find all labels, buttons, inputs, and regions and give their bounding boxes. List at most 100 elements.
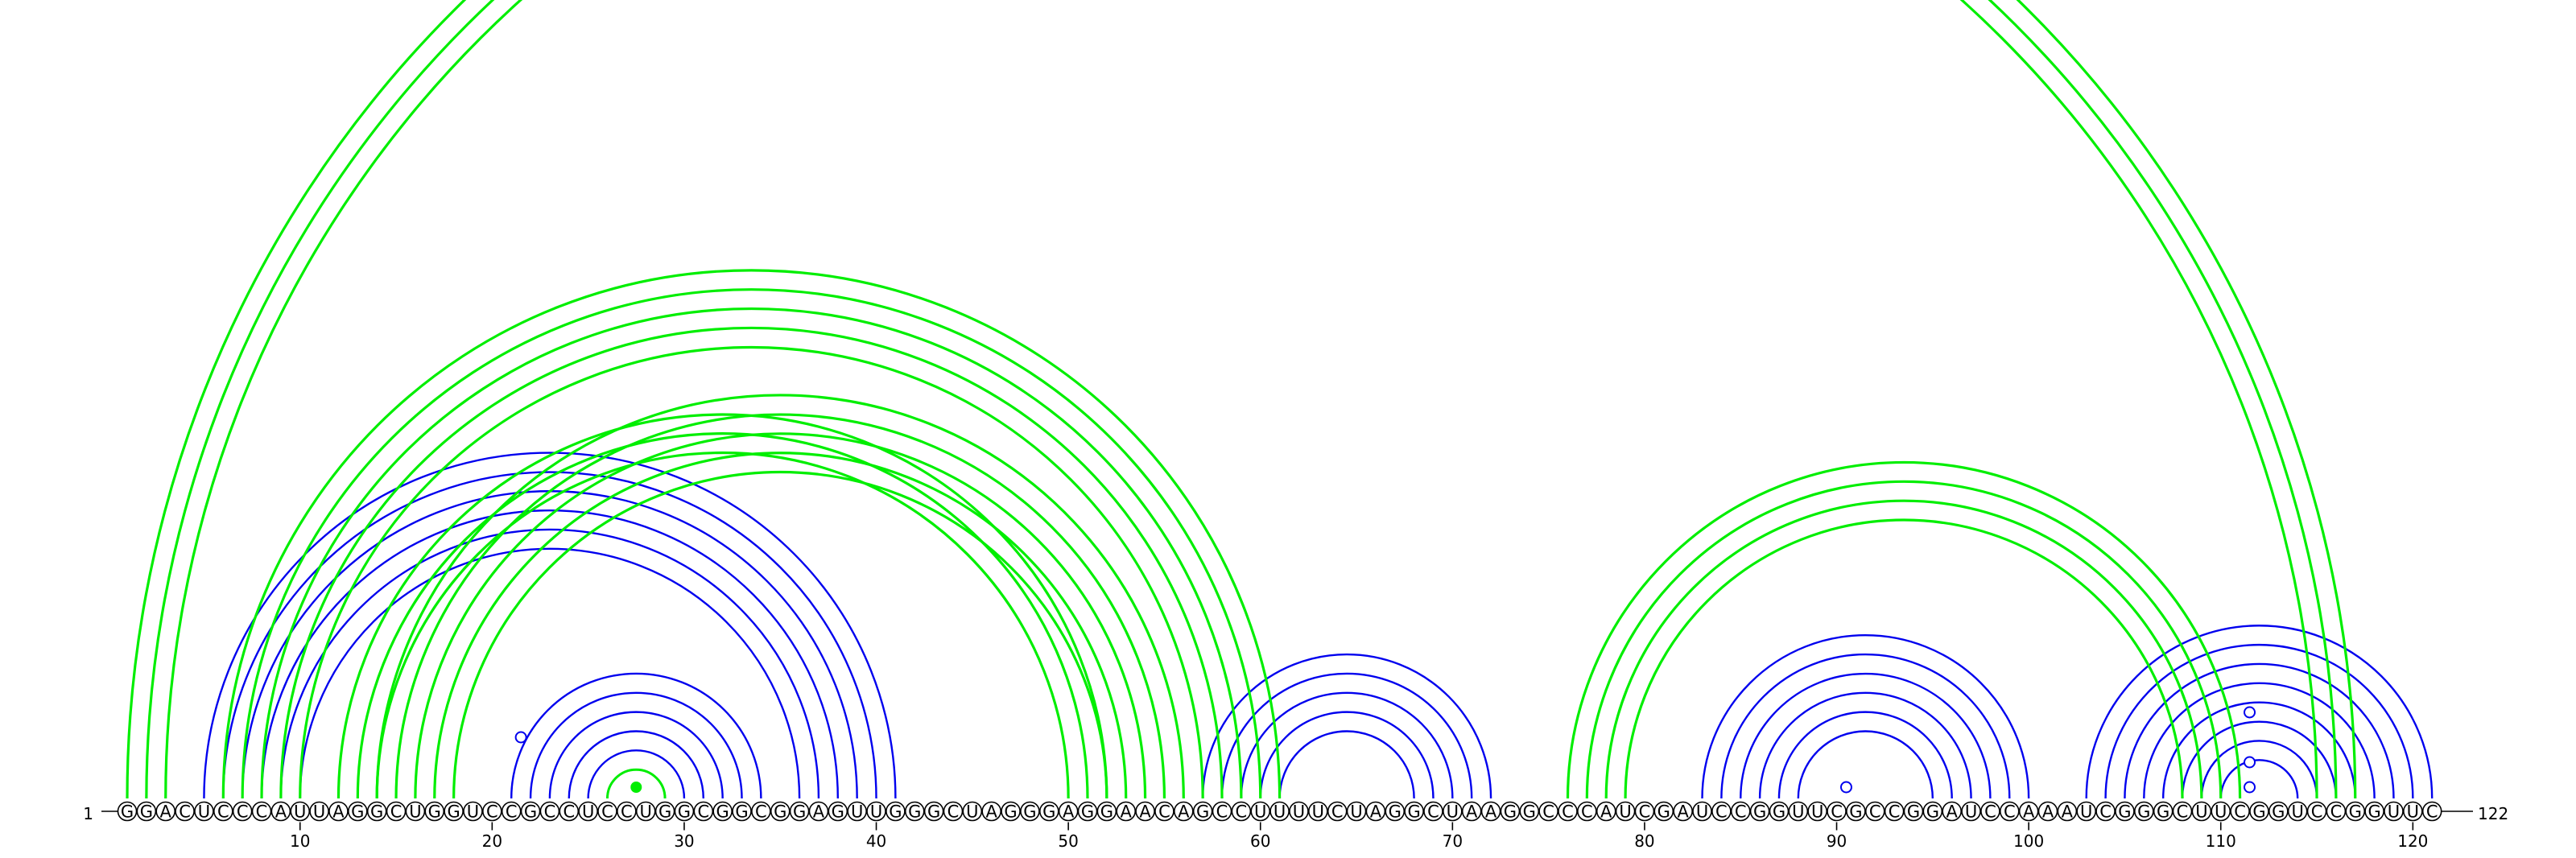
blue-arc-4-2 — [2124, 662, 2395, 799]
markers-layer — [514, 706, 2256, 794]
nucleotide-circle-114 — [2287, 801, 2308, 822]
nucleotide-circle-26 — [597, 801, 617, 822]
nucleotide-circle-77 — [1577, 801, 1597, 822]
nucleotide-letter-116: C — [2330, 802, 2343, 822]
nucleotide-circle-13 — [348, 801, 368, 822]
nucleotide-letter-58: C — [1216, 802, 1228, 822]
nucleotide-letter-14: G — [370, 802, 383, 822]
green-arc-0-0 — [126, 0, 2357, 799]
nucleotide-letter-38: G — [832, 802, 844, 822]
blue-arc-0-1 — [222, 471, 877, 799]
nucleotide-circle-8 — [251, 801, 272, 822]
nucleotide-circle-61 — [1269, 801, 1290, 822]
marker-filled — [630, 782, 642, 793]
green-arc-1-3 — [279, 326, 1224, 799]
nucleotide-circle-41 — [886, 801, 906, 822]
nucleotide-circle-63 — [1308, 801, 1328, 822]
nucleotide-circle-119 — [2384, 801, 2404, 822]
nucleotide-letter-29: G — [658, 802, 671, 822]
nucleotide-circle-113 — [2268, 801, 2289, 822]
tick-label-10: 10 — [290, 831, 310, 851]
nucleotide-circle-53 — [1116, 801, 1137, 822]
nucleotide-letter-106: G — [2137, 802, 2150, 822]
nucleotide-circle-31 — [693, 801, 714, 822]
nucleotide-letter-5: U — [198, 802, 210, 822]
nucleotide-circle-59 — [1231, 801, 1252, 822]
nucleotide-letter-67: G — [1389, 802, 1402, 822]
marker-3 — [2244, 756, 2256, 769]
nucleotide-letter-105: G — [2118, 802, 2131, 822]
nucleotide-circle-39 — [847, 801, 867, 822]
nucleotide-letter-101: A — [2042, 802, 2054, 822]
nucleotide-letter-43: G — [927, 802, 940, 822]
nucleotide-letter-84: C — [1715, 802, 1728, 822]
nucleotide-circle-52 — [1096, 801, 1117, 822]
nucleotide-circle-80 — [1634, 801, 1655, 822]
blue-arc-4-0 — [2085, 625, 2434, 799]
nucleotide-letter-114: U — [2291, 802, 2303, 822]
nucleotide-letter-10: U — [294, 802, 306, 822]
nucleotide-letter-93: C — [1889, 802, 1901, 822]
nucleotide-circle-115 — [2306, 801, 2327, 822]
nucleotide-letter-62: U — [1293, 802, 1305, 822]
nucleotide-circle-62 — [1289, 801, 1309, 822]
nucleotide-letter-118: G — [2368, 802, 2380, 822]
nucleotide-circle-97 — [1961, 801, 1981, 822]
nucleotide-circle-68 — [1404, 801, 1424, 822]
nucleotide-circle-95 — [1922, 801, 1943, 822]
nucleotide-circle-12 — [328, 801, 349, 822]
nucleotide-letter-92: C — [1869, 802, 1881, 822]
green-arc-4-0 — [1566, 460, 2242, 799]
nucleotide-circle-99 — [1999, 801, 2020, 822]
nucleotide-letter-21: C — [506, 802, 518, 822]
nucleotide-circle-48 — [1020, 801, 1040, 822]
nucleotide-circle-120 — [2403, 801, 2423, 822]
green-arc-1-4 — [299, 345, 1204, 799]
nucleotide-letter-30: G — [678, 802, 691, 822]
green-arc-2-2 — [375, 452, 1070, 799]
nucleotide-circle-21 — [501, 801, 522, 822]
nucleotide-letter-2: G — [140, 802, 153, 822]
nucleotide-circle-106 — [2134, 801, 2154, 822]
nucleotide-circle-19 — [463, 801, 483, 822]
nucleotide-circle-110 — [2211, 801, 2231, 822]
nucleotide-letter-79: U — [1619, 802, 1631, 822]
nucleotide-letter-1: G — [121, 802, 134, 822]
nucleotide-circle-33 — [732, 801, 752, 822]
nucleotide-circle-18 — [444, 801, 464, 822]
nucleotide-circle-67 — [1385, 801, 1406, 822]
tick-label-30: 30 — [674, 831, 694, 851]
nucleotide-circle-98 — [1980, 801, 2000, 822]
nucleotide-letter-19: U — [467, 802, 479, 822]
tick-label-100: 100 — [2013, 831, 2044, 851]
nucleotide-circle-9 — [270, 801, 291, 822]
nucleotide-letter-68: G — [1407, 802, 1420, 822]
nucleotide-letter-98: C — [1984, 802, 1996, 822]
nucleotide-letter-109: U — [2195, 802, 2207, 822]
nucleotide-letter-69: C — [1427, 802, 1439, 822]
blue-arc-3-2 — [1740, 672, 1992, 799]
nucleotide-circle-107 — [2153, 801, 2174, 822]
nucleotide-letter-80: C — [1639, 802, 1651, 822]
nucleotide-letter-72: A — [1485, 802, 1497, 822]
nucleotide-letter-34: C — [755, 802, 767, 822]
nucleotide-circle-71 — [1461, 801, 1482, 822]
nucleotide-circle-55 — [1154, 801, 1174, 822]
nucleotide-letter-26: C — [601, 802, 613, 822]
nucleotide-letter-70: U — [1447, 802, 1459, 822]
nucleotide-letter-44: C — [947, 802, 960, 822]
nucleotide-circle-30 — [674, 801, 695, 822]
nucleotide-circle-85 — [1730, 801, 1751, 822]
nucleotide-circle-88 — [1788, 801, 1809, 822]
blue-arc-3-5 — [1797, 730, 1934, 799]
blue-arc-3-0 — [1701, 633, 2030, 799]
nucleotide-letter-50: A — [1063, 802, 1075, 822]
nucleotide-circle-45 — [962, 801, 983, 822]
nucleotide-letter-52: G — [1100, 802, 1113, 822]
blue-arc-1-2 — [548, 711, 724, 799]
nucleotide-letter-46: A — [986, 802, 998, 822]
green-arc-4-3 — [1624, 518, 2184, 799]
nucleotide-letter-82: A — [1677, 802, 1689, 822]
blue-arc-4-5 — [2181, 720, 2338, 799]
blue-arc-0-3 — [260, 509, 840, 799]
